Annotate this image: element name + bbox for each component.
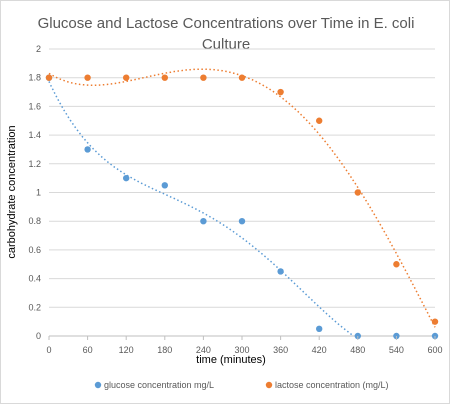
data-point-series-2 [354,189,361,196]
data-point-series-2 [123,74,130,81]
x-tick-label: 300 [234,345,249,355]
data-point-series-1 [238,218,246,225]
x-tick-label: 540 [389,345,404,355]
data-point-series-2 [161,74,168,81]
trendlines [48,68,436,336]
y-axis-ticks: 0 0.2 0.4 0.6 0.8 1 1.2 1.4 1.6 1.8 2 [28,44,41,341]
x-tick-label: 60 [83,345,93,355]
x-tick-label: 0 [46,345,51,355]
data-point-series-2 [238,74,246,81]
y-tick-label: 0.4 [28,274,41,284]
y-tick-label: 0.2 [28,302,41,312]
data-point-series-1 [200,218,207,225]
data-point-series-1 [123,174,130,182]
legend-marker-series-2 [265,381,273,389]
gridlines [49,48,435,337]
legend-label-series-1: glucose concentration mg/L [104,380,214,390]
y-tick-label: 1.6 [28,101,41,111]
x-tick-label: 120 [119,345,134,355]
y-tick-label: 0.6 [28,245,41,255]
y-axis-title: carbohydrate concentration [6,125,18,258]
data-point-series-1 [316,325,323,333]
x-tick-label: 240 [196,345,211,355]
x-tick-label: 480 [350,345,365,355]
x-axis-title: time (minutes) [196,354,266,366]
x-tick-label: 180 [157,345,172,355]
data-point-series-1 [161,182,168,189]
y-tick-label: 2 [36,44,41,54]
data-point-series-2 [393,261,400,268]
x-tick-label: 420 [312,345,327,355]
data-points [45,74,439,340]
data-point-series-2 [316,117,323,124]
data-point-series-2 [277,88,284,96]
y-tick-label: 1 [36,188,41,198]
data-point-series-1 [84,146,91,153]
legend-label-series-2: lactose concentration (mg/L) [275,380,389,390]
x-axis-ticks: 0 60 120 180 240 300 360 420 480 540 600 [46,336,443,355]
data-point-series-2 [84,74,91,81]
y-tick-label: 1.8 [28,73,41,83]
trendline-series-2 [48,68,436,328]
data-point-series-2 [200,74,207,81]
y-tick-label: 0 [36,331,41,341]
data-point-series-1 [277,268,284,275]
legend-marker-series-1 [94,381,102,389]
data-point-series-2 [431,318,439,325]
chart-title-line-1: Glucose and Lactose Concentrations over … [37,15,415,32]
legend: glucose concentration mg/L lactose concen… [94,380,389,390]
x-tick-label: 360 [273,345,288,355]
data-point-series-2 [45,74,53,81]
y-tick-label: 1.2 [28,159,41,169]
y-tick-label: 0.8 [28,216,41,226]
x-tick-label: 600 [427,345,442,355]
y-tick-label: 1.4 [28,130,41,140]
